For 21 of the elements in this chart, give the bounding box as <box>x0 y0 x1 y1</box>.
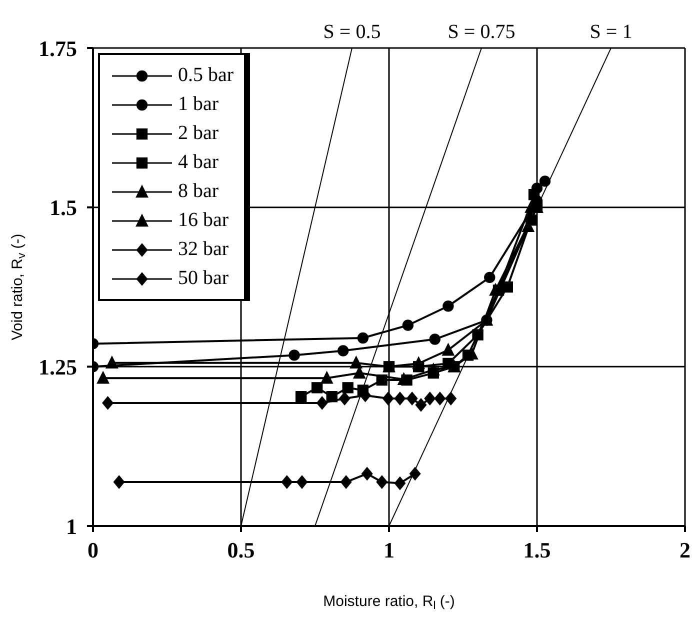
x-tick-label: 2 <box>680 538 690 563</box>
series-label: S = 1 <box>590 21 632 43</box>
legend-label: 1 bar <box>178 93 219 116</box>
x-axis-title: Moisture ratio, R$_{l}$ (-) <box>323 593 455 612</box>
y-tick-label: 1.5 <box>50 195 77 220</box>
series-label: S = 0.5 <box>323 21 381 43</box>
legend-label: 2 bar <box>178 122 219 145</box>
y-tick-label: 1.75 <box>38 36 77 61</box>
legend-label: 50 bar <box>178 267 229 290</box>
x-tick-label: 0 <box>88 538 98 563</box>
legend-label: 4 bar <box>178 151 219 174</box>
y-tick-label: 1 <box>66 514 77 539</box>
series-label: S = 0.75 <box>448 21 516 43</box>
x-tick-label: 1.5 <box>523 538 551 563</box>
legend-label: 0.5 bar <box>178 64 234 87</box>
x-tick-label: 1 <box>384 538 394 563</box>
legend-label: 32 bar <box>178 238 229 261</box>
y-tick-label: 1.25 <box>38 354 77 380</box>
legend-label: 8 bar <box>178 180 219 203</box>
x-tick-label: 0.5 <box>227 538 255 563</box>
legend-label: 16 bar <box>178 209 229 232</box>
